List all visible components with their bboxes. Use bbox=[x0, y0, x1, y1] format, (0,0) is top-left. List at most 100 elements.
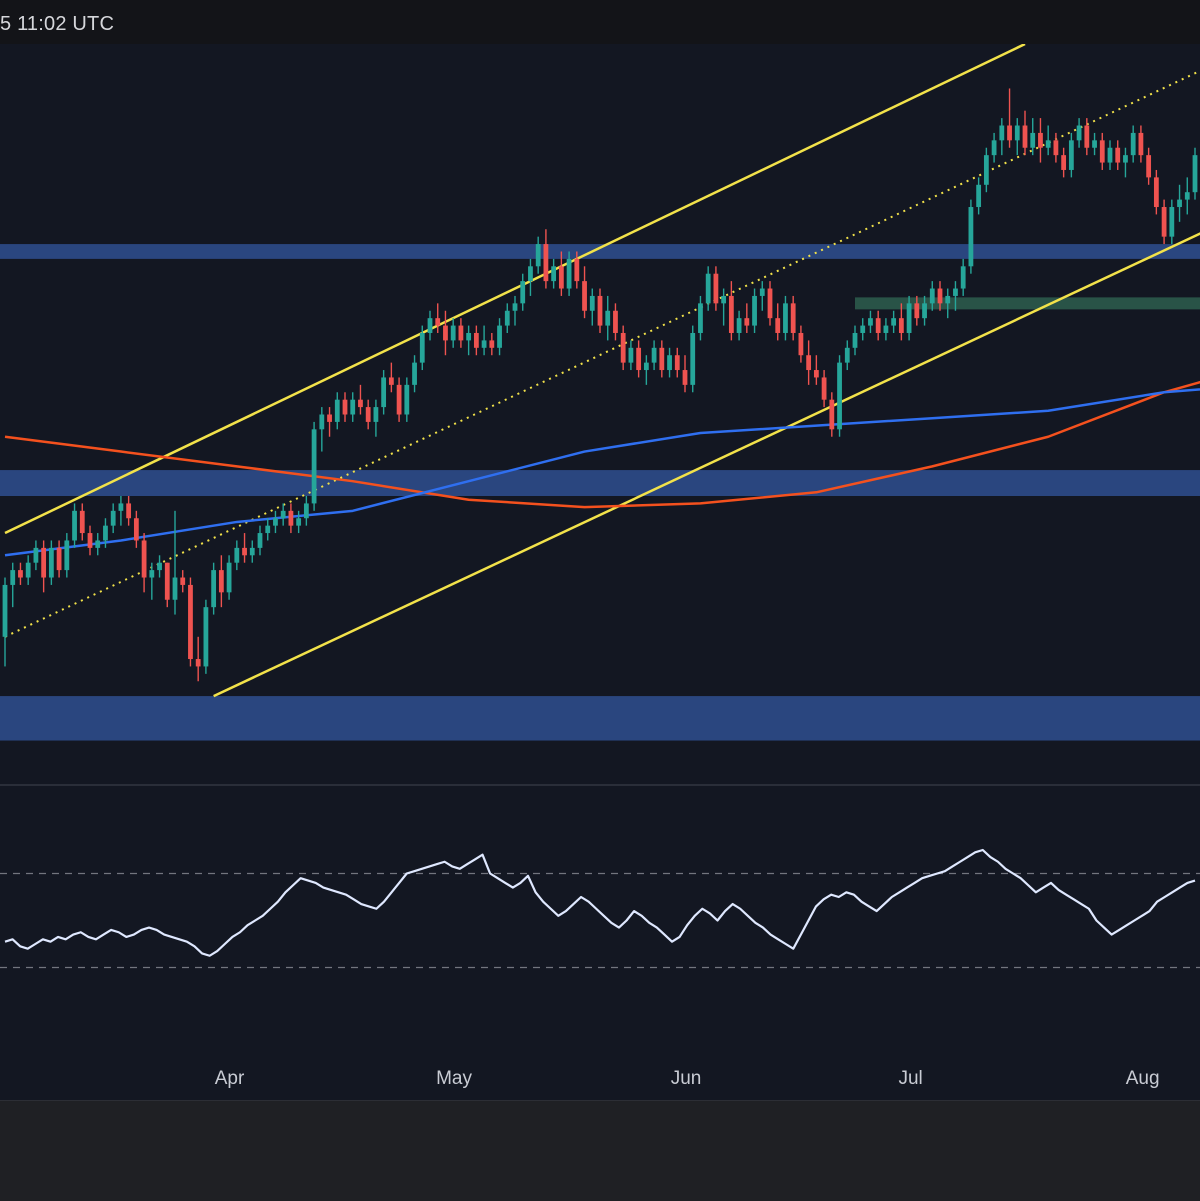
moving-average-2 bbox=[4, 388, 1200, 557]
price-zones bbox=[0, 244, 1200, 741]
candle-body bbox=[18, 570, 23, 578]
candle-body bbox=[1084, 125, 1090, 148]
candle-body bbox=[334, 399, 340, 422]
candle-body bbox=[458, 325, 464, 341]
candle-body bbox=[628, 347, 634, 363]
candle-body bbox=[481, 340, 487, 348]
candle-body bbox=[659, 347, 665, 371]
candle-body bbox=[10, 570, 16, 585]
candle-body bbox=[705, 273, 711, 304]
candle-body bbox=[759, 288, 765, 296]
candle-body bbox=[280, 510, 286, 519]
candle-body bbox=[497, 325, 502, 348]
candle-body bbox=[512, 303, 518, 311]
price-channel bbox=[4, 42, 1200, 698]
candle-body bbox=[582, 281, 587, 311]
candle-body bbox=[528, 266, 533, 282]
candle-body bbox=[891, 318, 897, 326]
candle-body bbox=[381, 377, 387, 408]
candle-body bbox=[249, 547, 255, 556]
candle-body bbox=[1192, 155, 1198, 193]
candle-body bbox=[558, 266, 564, 289]
candle-body bbox=[976, 184, 982, 208]
candle-body bbox=[744, 318, 750, 326]
candle-body bbox=[1022, 125, 1028, 148]
candle-body bbox=[1092, 140, 1097, 148]
candle-body bbox=[1153, 177, 1159, 208]
candle-body bbox=[535, 244, 541, 267]
x-tick-label: Apr bbox=[215, 1068, 245, 1089]
candle-body bbox=[41, 547, 47, 578]
candle-body bbox=[64, 540, 70, 571]
candle-body bbox=[443, 325, 448, 341]
candle-body bbox=[1146, 155, 1152, 178]
x-tick-label: Jun bbox=[671, 1068, 702, 1089]
candle-body bbox=[95, 540, 101, 548]
candle-body bbox=[667, 355, 672, 371]
candle-body bbox=[520, 281, 526, 304]
candle-body bbox=[1007, 125, 1012, 141]
candle-body bbox=[767, 288, 773, 319]
candle-body bbox=[929, 288, 935, 304]
candle-body bbox=[218, 570, 224, 593]
candle-body bbox=[133, 518, 139, 541]
candle-body bbox=[1045, 140, 1051, 148]
candle-body bbox=[311, 429, 317, 504]
candle-body bbox=[991, 140, 997, 156]
candle-body bbox=[303, 503, 309, 519]
candle-body bbox=[342, 399, 348, 415]
candle-body bbox=[33, 547, 39, 563]
candle-body bbox=[597, 295, 603, 326]
candle-body bbox=[752, 295, 757, 326]
candle-body bbox=[242, 547, 247, 556]
candle-body bbox=[983, 155, 989, 185]
candle-body bbox=[968, 207, 974, 267]
candle-body bbox=[643, 362, 649, 371]
candle-body bbox=[373, 407, 379, 422]
candle-body bbox=[682, 370, 688, 385]
price-zone-3 bbox=[0, 696, 1200, 741]
candle-body bbox=[365, 407, 371, 422]
candle-body bbox=[898, 318, 904, 333]
timestamp-label: 5 11:02 UTC bbox=[0, 13, 115, 35]
candle-body bbox=[566, 258, 572, 289]
candle-body bbox=[319, 414, 325, 430]
candle-body bbox=[149, 570, 155, 578]
candle-body bbox=[327, 414, 332, 422]
candle-body bbox=[466, 332, 472, 341]
candle-body bbox=[613, 310, 618, 333]
candle-body bbox=[860, 325, 866, 333]
candle-body bbox=[412, 362, 417, 385]
price-zone-1 bbox=[0, 244, 1200, 259]
candle-body bbox=[388, 377, 394, 385]
candle-body bbox=[922, 303, 927, 319]
footer-bar bbox=[0, 1100, 1200, 1201]
candle-body bbox=[1123, 155, 1128, 163]
candle-body bbox=[1068, 140, 1074, 170]
x-tick-label: May bbox=[436, 1068, 472, 1089]
candle-body bbox=[288, 510, 294, 526]
candle-body bbox=[821, 377, 827, 400]
price-chart[interactable]: Apr May Jun Jul Aug bbox=[0, 42, 1200, 1100]
candle-body bbox=[1076, 125, 1082, 141]
candle-body bbox=[736, 318, 742, 333]
candle-body bbox=[427, 318, 433, 333]
candle-body bbox=[396, 384, 402, 415]
candle-body bbox=[25, 562, 31, 578]
candle-body bbox=[118, 503, 124, 511]
candle-body bbox=[636, 347, 642, 371]
candle-body bbox=[945, 295, 951, 304]
moving-averages bbox=[4, 380, 1200, 557]
candle-body bbox=[620, 332, 626, 363]
top-bar: 5 11:02 UTC bbox=[0, 0, 1200, 45]
candle-body bbox=[350, 399, 356, 415]
candle-body bbox=[1138, 132, 1144, 156]
candle-body bbox=[698, 303, 703, 333]
candle-body bbox=[844, 347, 850, 363]
candle-body bbox=[358, 399, 363, 408]
candle-body bbox=[265, 525, 271, 534]
candle-body bbox=[674, 355, 680, 371]
candle-body bbox=[56, 547, 62, 571]
channel-line-2 bbox=[213, 232, 1200, 698]
candle-body bbox=[906, 303, 912, 333]
